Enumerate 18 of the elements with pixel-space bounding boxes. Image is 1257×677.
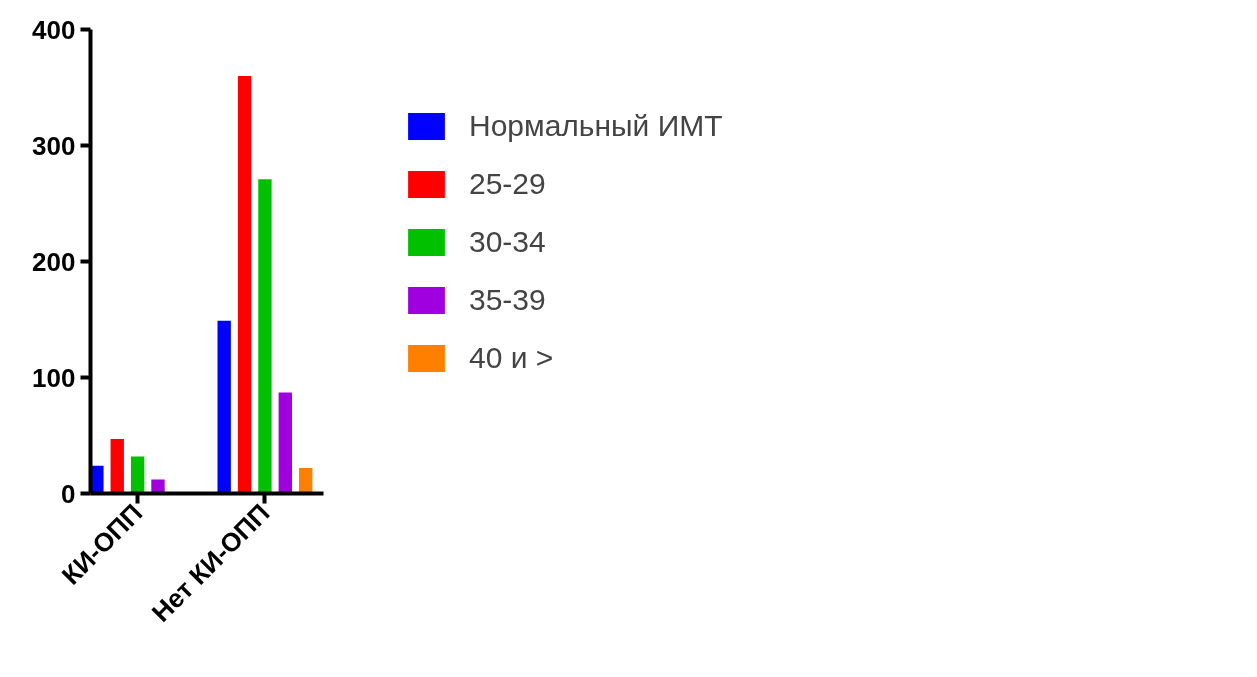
y-tick-label: 400 bbox=[32, 14, 76, 45]
bar bbox=[237, 75, 252, 494]
y-tick-label: 200 bbox=[32, 246, 76, 277]
bar bbox=[110, 438, 124, 494]
y-tick-label: 100 bbox=[32, 362, 76, 393]
legend-label: Нормальный ИМТ bbox=[469, 109, 723, 143]
y-tick-label: 300 bbox=[32, 130, 76, 161]
y-tick-label: 0 bbox=[61, 478, 76, 509]
bar bbox=[278, 392, 292, 494]
legend-label: 40 и > bbox=[469, 341, 554, 375]
bar bbox=[298, 467, 313, 494]
bar bbox=[258, 179, 272, 494]
bar bbox=[151, 479, 165, 494]
legend-label: 25-29 bbox=[469, 167, 546, 201]
legend-label: 30-34 bbox=[469, 225, 546, 259]
legend-label: 35-39 bbox=[469, 283, 546, 317]
bar bbox=[217, 320, 231, 494]
bar bbox=[130, 456, 145, 494]
